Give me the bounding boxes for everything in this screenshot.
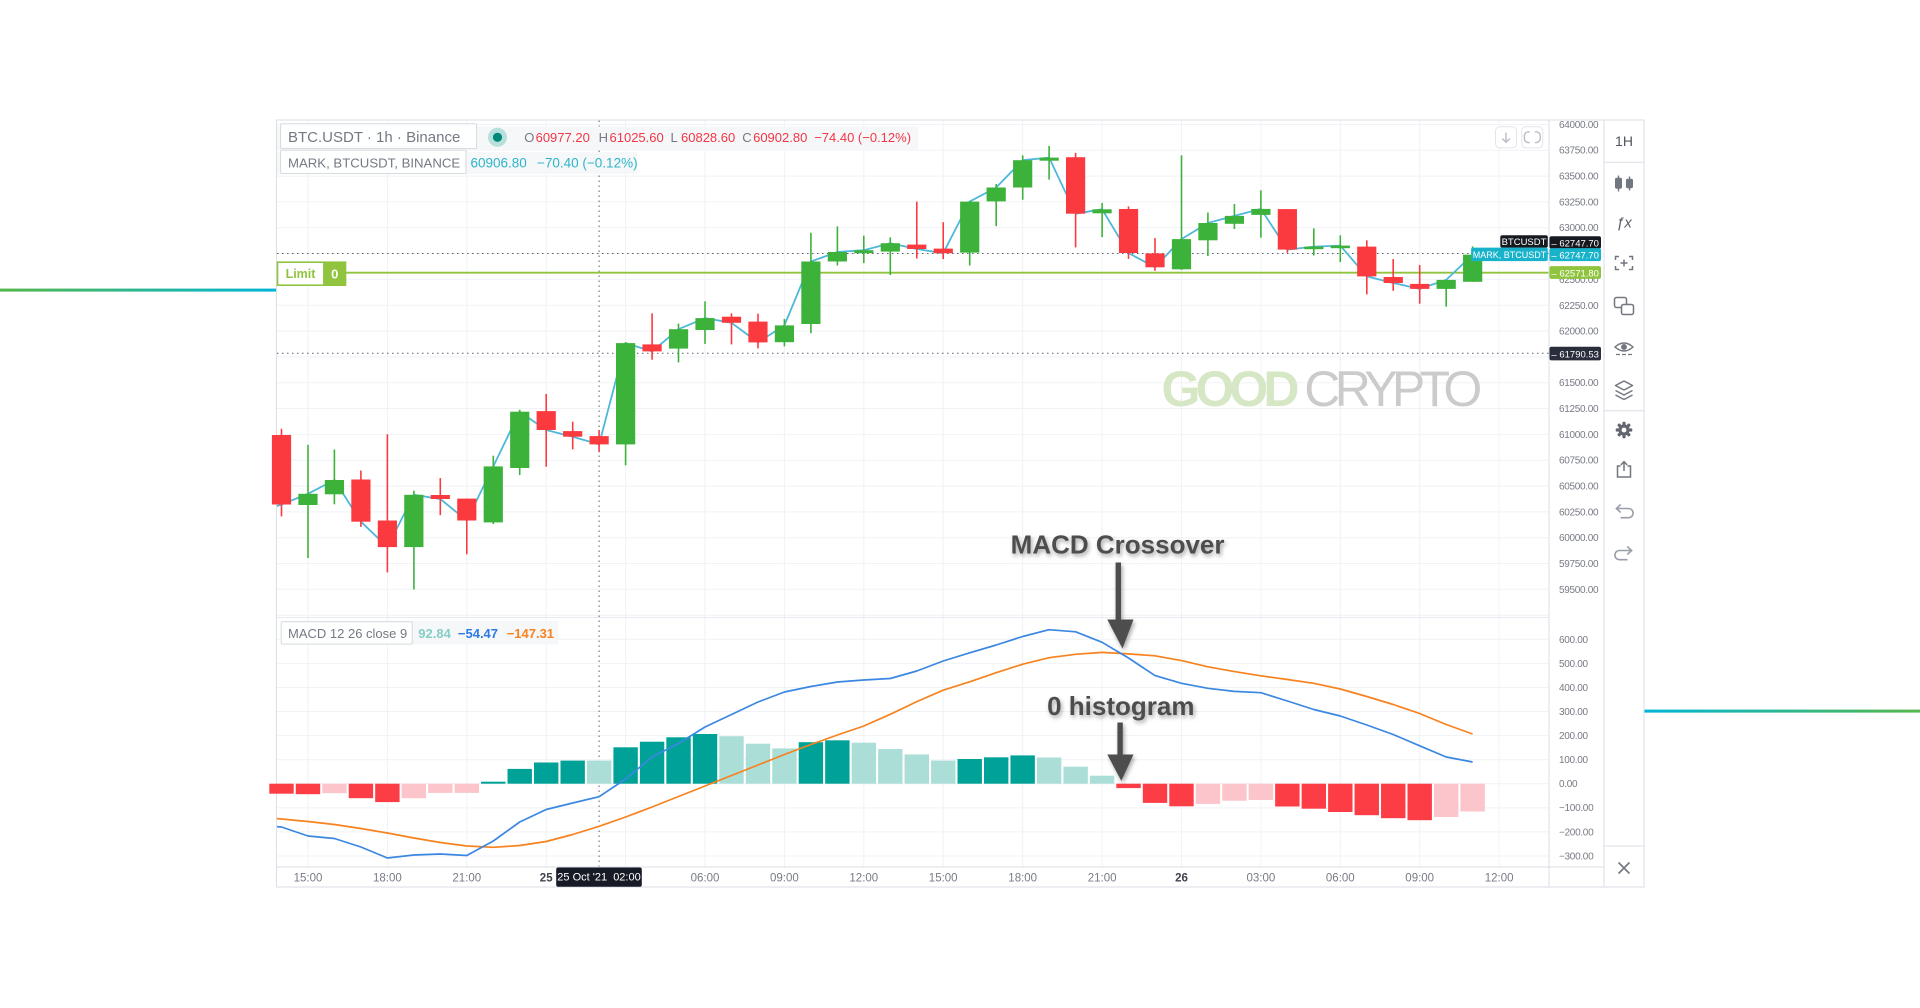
svg-text:500.00: 500.00: [1559, 659, 1589, 670]
svg-text:15:00: 15:00: [294, 872, 323, 884]
svg-text:61500.00: 61500.00: [1559, 378, 1599, 389]
svg-text:60828.60: 60828.60: [681, 130, 735, 145]
svg-text:300.00: 300.00: [1559, 707, 1589, 718]
svg-text:15:00: 15:00: [929, 872, 958, 884]
svg-text:09:00: 09:00: [1405, 872, 1434, 884]
svg-text:200.00: 200.00: [1559, 731, 1589, 742]
svg-text:62500.00: 62500.00: [1559, 275, 1599, 286]
svg-text:12:00: 12:00: [1485, 872, 1514, 884]
svg-text:60500.00: 60500.00: [1559, 482, 1599, 493]
svg-text:06:00: 06:00: [691, 872, 720, 884]
svg-text:18:00: 18:00: [1008, 872, 1037, 884]
svg-text:92.84: 92.84: [418, 626, 451, 641]
svg-text:60977.20: 60977.20: [536, 130, 590, 145]
svg-text:−54.47: −54.47: [458, 626, 498, 641]
svg-text:59750.00: 59750.00: [1559, 559, 1599, 570]
svg-text:60902.80: 60902.80: [753, 130, 807, 145]
svg-text:ƒx: ƒx: [1616, 214, 1632, 231]
svg-text:63000.00: 63000.00: [1559, 223, 1599, 234]
svg-text:12:00: 12:00: [849, 872, 878, 884]
svg-text:61000.00: 61000.00: [1559, 430, 1599, 441]
svg-text:06:00: 06:00: [1326, 872, 1355, 884]
svg-text:Limit: Limit: [286, 267, 317, 281]
svg-text:63250.00: 63250.00: [1559, 197, 1599, 208]
svg-text:62000.00: 62000.00: [1559, 327, 1599, 338]
svg-text:60000.00: 60000.00: [1559, 533, 1599, 544]
svg-text:21:00: 21:00: [1088, 872, 1117, 884]
svg-text:C: C: [742, 130, 751, 145]
svg-text:L: L: [671, 130, 678, 145]
svg-text:03:00: 03:00: [1247, 872, 1276, 884]
svg-text:BTC.USDT · 1h · Binance: BTC.USDT · 1h · Binance: [288, 129, 460, 146]
svg-text:0: 0: [331, 267, 338, 282]
svg-text:60250.00: 60250.00: [1559, 507, 1599, 518]
svg-text:– 62571.80: – 62571.80: [1551, 269, 1599, 280]
svg-text:25 Oct '21 02:00: 25 Oct '21 02:00: [557, 872, 640, 884]
svg-text:GOODCRYPTO: GOODCRYPTO: [1162, 361, 1483, 417]
svg-text:62250.00: 62250.00: [1559, 301, 1599, 312]
svg-text:400.00: 400.00: [1559, 683, 1589, 694]
svg-text:09:00: 09:00: [770, 872, 799, 884]
svg-text:59500.00: 59500.00: [1559, 585, 1599, 596]
svg-text:21:00: 21:00: [452, 872, 481, 884]
svg-text:−70.40 (−0.12%): −70.40 (−0.12%): [537, 156, 638, 171]
svg-text:−200.00: −200.00: [1559, 827, 1594, 838]
svg-text:25: 25: [540, 872, 553, 884]
svg-text:63500.00: 63500.00: [1559, 172, 1599, 183]
svg-text:O: O: [524, 130, 534, 145]
svg-text:BTCUSDT: BTCUSDT: [1502, 237, 1547, 248]
svg-text:1H: 1H: [1615, 133, 1633, 149]
svg-text:– 61790.53: – 61790.53: [1551, 350, 1599, 361]
svg-text:H: H: [599, 130, 608, 145]
svg-text:−74.40 (−0.12%): −74.40 (−0.12%): [814, 130, 911, 145]
svg-text:0.00: 0.00: [1559, 779, 1578, 790]
svg-text:−100.00: −100.00: [1559, 803, 1594, 814]
svg-text:18:00: 18:00: [373, 872, 402, 884]
svg-text:MARK, BTCUSDT, BINANCE: MARK, BTCUSDT, BINANCE: [288, 156, 460, 171]
svg-text:MACD Crossover: MACD Crossover: [1011, 530, 1225, 560]
svg-text:60750.00: 60750.00: [1559, 456, 1599, 467]
svg-text:61025.60: 61025.60: [610, 130, 664, 145]
svg-text:63750.00: 63750.00: [1559, 146, 1599, 157]
svg-text:−147.31: −147.31: [507, 626, 554, 641]
svg-text:64000.00: 64000.00: [1559, 120, 1599, 131]
svg-text:100.00: 100.00: [1559, 755, 1589, 766]
svg-text:26: 26: [1175, 872, 1188, 884]
svg-text:−300.00: −300.00: [1559, 851, 1594, 862]
svg-text:MACD 12 26 close 9: MACD 12 26 close 9: [288, 626, 407, 641]
svg-text:– 62747.70: – 62747.70: [1551, 251, 1599, 262]
svg-text:60906.80: 60906.80: [471, 156, 527, 171]
svg-text:61250.00: 61250.00: [1559, 404, 1599, 415]
svg-text:0 histogram: 0 histogram: [1047, 691, 1194, 721]
svg-text:MARK, BTCUSDT: MARK, BTCUSDT: [1473, 250, 1547, 260]
svg-text:– 62747.70: – 62747.70: [1551, 238, 1599, 249]
svg-text:600.00: 600.00: [1559, 635, 1589, 646]
